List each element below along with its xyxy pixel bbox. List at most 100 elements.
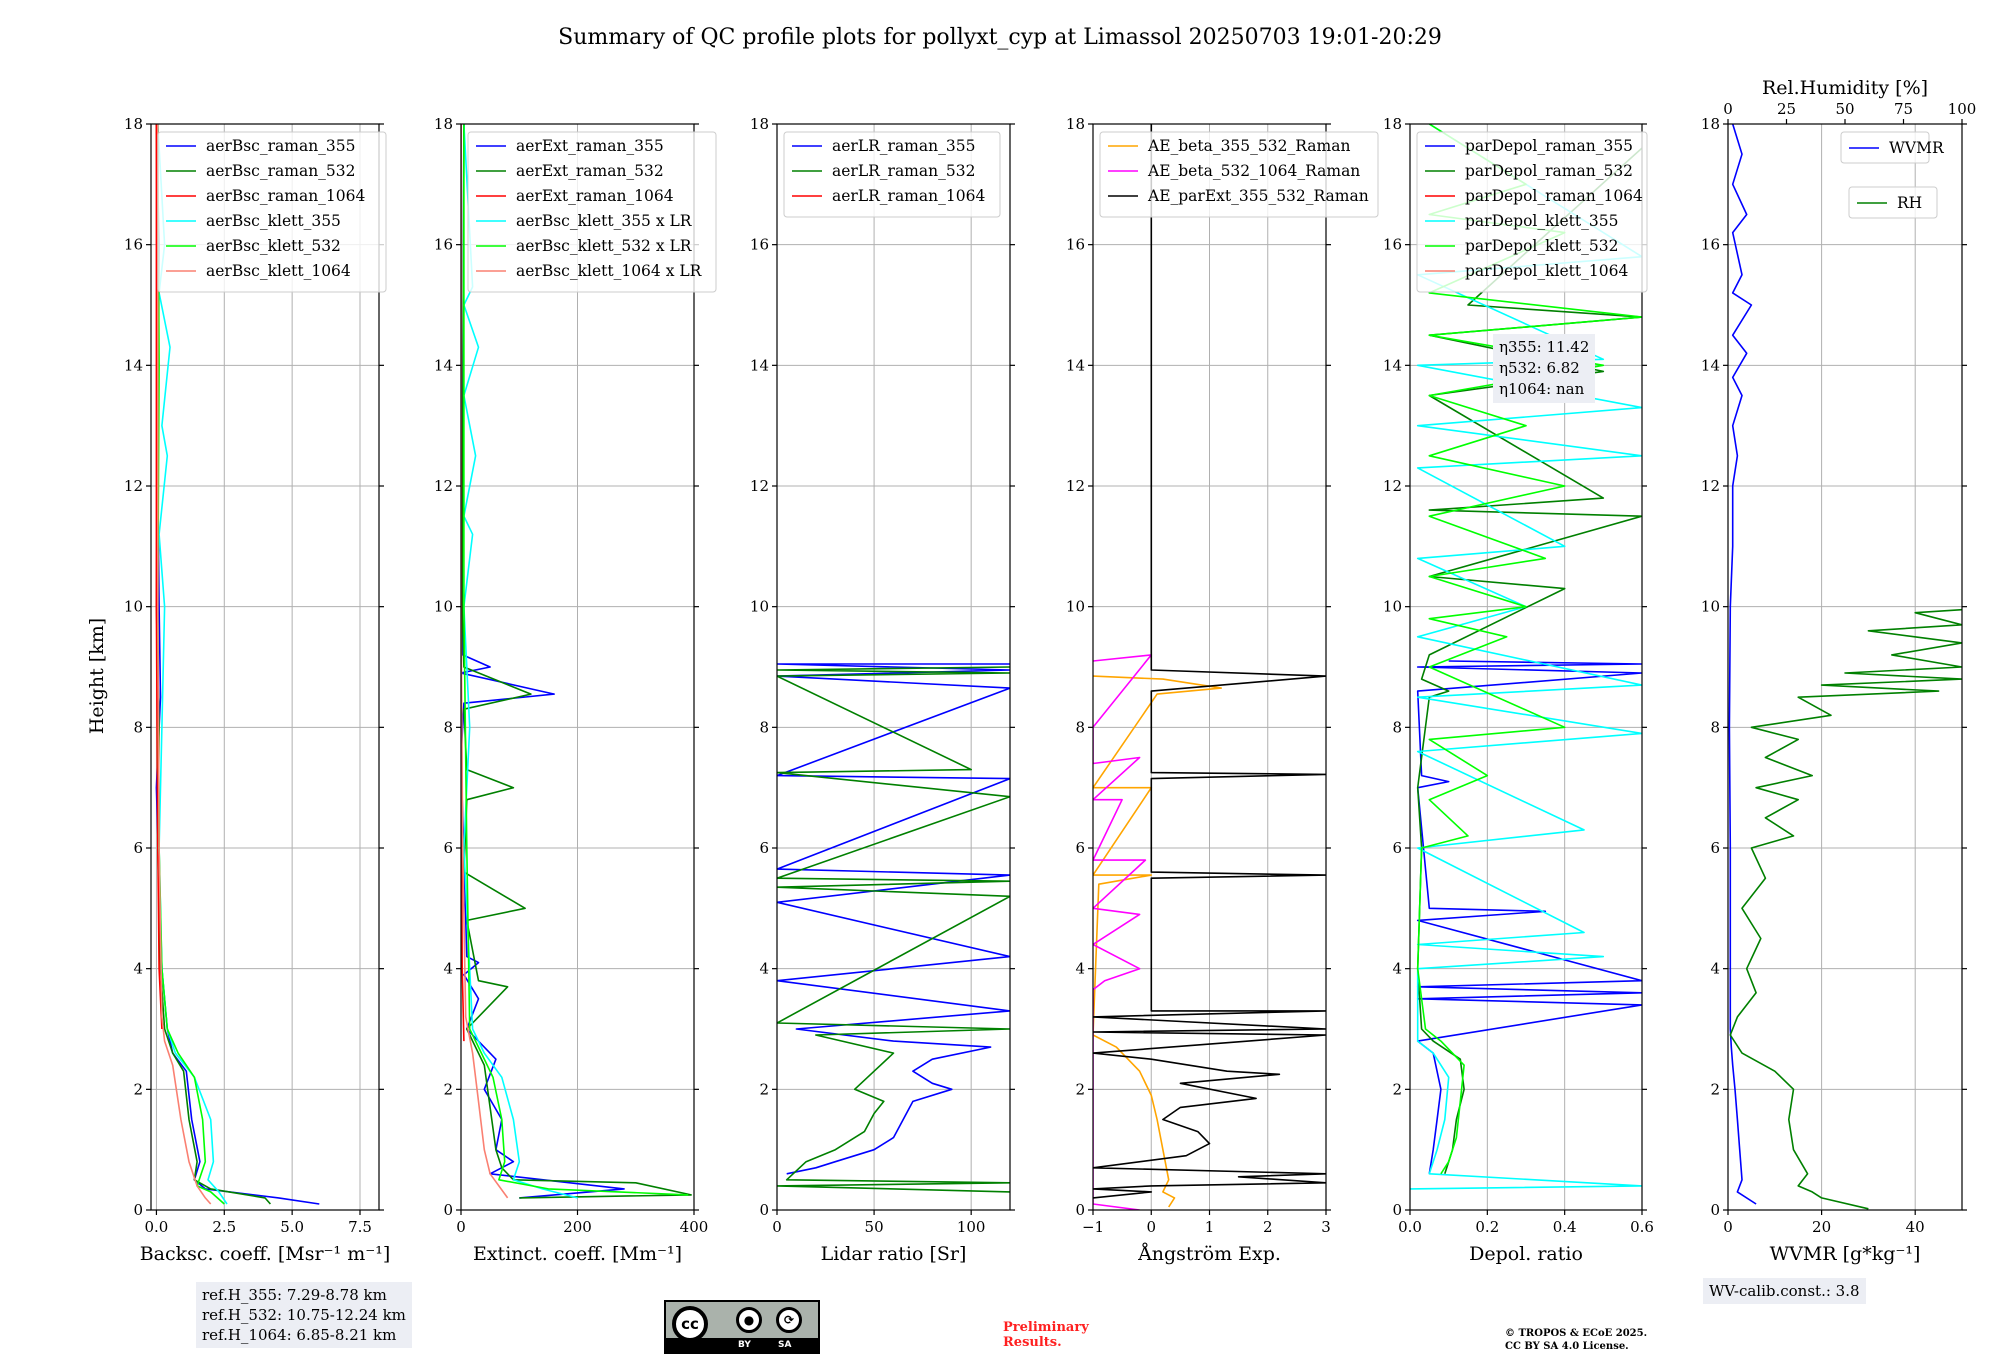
x-tick-label: 0 bbox=[772, 1218, 782, 1236]
sa-share-icon: ⟳ bbox=[776, 1307, 802, 1333]
y-tick-label: 10 bbox=[1383, 598, 1402, 616]
series-line-RH bbox=[1729, 608, 1962, 1210]
series-line-aerLR_raman_532 bbox=[777, 666, 1010, 1193]
y-tick-label: 0 bbox=[133, 1201, 143, 1219]
y-tick-label: 8 bbox=[133, 718, 143, 736]
y-tick-label: 18 bbox=[1701, 115, 1720, 133]
series-group bbox=[1093, 124, 1326, 1210]
series-line-aerBsc_klett_532 x LR bbox=[463, 124, 689, 1196]
y-tick-label: 14 bbox=[1701, 356, 1720, 374]
copyright-line-1: © TROPOS & ECoE 2025. bbox=[1505, 1328, 1648, 1339]
y-tick-label: 0 bbox=[1392, 1201, 1402, 1219]
x-tick-label: 100 bbox=[957, 1218, 986, 1236]
x-axis-label: Lidar ratio [Sr] bbox=[821, 1243, 967, 1265]
legend-label: parDepol_raman_532 bbox=[1465, 162, 1633, 180]
preliminary-line-1: Preliminary bbox=[1003, 1320, 1089, 1335]
y-tick-label: 2 bbox=[1710, 1080, 1720, 1098]
y-tick-label: 16 bbox=[124, 236, 143, 254]
y-tick-label: 8 bbox=[1710, 718, 1720, 736]
x-axis-label: Backsc. coeff. [Msr⁻¹ m⁻¹] bbox=[140, 1243, 391, 1265]
y-tick-label: 4 bbox=[759, 960, 769, 978]
panel-ext: 0 2 4 6 8 10 12 14 16 18 0 200 400 Extinct. coeff. [M… bbox=[434, 115, 717, 1265]
x-tick-label: −1 bbox=[1082, 1218, 1104, 1236]
series-line-AE_beta_355_532_Raman bbox=[1093, 675, 1222, 1208]
top-x-tick-label: 100 bbox=[1948, 100, 1977, 118]
series-line-parDepol_raman_532 bbox=[1416, 147, 1642, 1175]
y-tick-label: 6 bbox=[1392, 839, 1402, 857]
axes-frame bbox=[1409, 123, 1643, 1211]
x-tick-label: 0 bbox=[1146, 1218, 1156, 1236]
x-tick-label: 400 bbox=[680, 1218, 709, 1236]
legend-label: aerLR_raman_1064 bbox=[832, 187, 985, 205]
ref-heights-box: ref.H_355: 7.29-8.78 km ref.H_532: 10.75… bbox=[196, 1282, 412, 1348]
x-tick-label: 2 bbox=[1263, 1218, 1273, 1236]
y-tick-label: 2 bbox=[443, 1080, 453, 1098]
y-tick-label: 8 bbox=[443, 718, 453, 736]
preliminary-line-2: Results. bbox=[1003, 1335, 1062, 1350]
y-tick-label: 12 bbox=[750, 477, 769, 495]
y-tick-label: 14 bbox=[1066, 356, 1085, 374]
legend-label: aerExt_raman_1064 bbox=[516, 187, 674, 205]
top-x-tick-label: 0 bbox=[1723, 100, 1733, 118]
copyright-line-2: CC BY SA 4.0 License. bbox=[1505, 1341, 1629, 1352]
series-group bbox=[155, 124, 320, 1205]
legend-box-WVMR bbox=[1840, 131, 1930, 164]
y-tick-label: 18 bbox=[434, 115, 453, 133]
x-axis-label: Extinct. coeff. [Mm⁻¹] bbox=[473, 1243, 682, 1265]
panel-depol: 0 2 4 6 8 10 12 14 16 18 0.0 0.2 0.4 0.6 Depol. ratio p… bbox=[1383, 115, 1654, 1265]
x-axis-label: WVMR [g*kg⁻¹] bbox=[1770, 1243, 1921, 1265]
ref-height-532: ref.H_532: 10.75-12.24 km bbox=[202, 1306, 406, 1324]
legend-box bbox=[467, 131, 717, 293]
y-axis-label: Height [km] bbox=[86, 618, 108, 734]
y-tick-label: 10 bbox=[750, 598, 769, 616]
top-x-tick-label: 75 bbox=[1894, 100, 1913, 118]
legend-box-RH bbox=[1848, 186, 1938, 219]
eta-355: η355: 11.42 bbox=[1499, 338, 1590, 356]
legend-label: parDepol_klett_1064 bbox=[1465, 262, 1628, 280]
y-tick-label: 16 bbox=[1066, 236, 1085, 254]
legend-box bbox=[1416, 131, 1648, 293]
y-tick-label: 10 bbox=[124, 598, 143, 616]
legend-label: aerBsc_raman_355 bbox=[206, 137, 356, 155]
series-line-aerLR_raman_355 bbox=[777, 663, 1010, 1175]
y-tick-label: 14 bbox=[434, 356, 453, 374]
series-group bbox=[1728, 124, 1962, 1210]
y-tick-label: 4 bbox=[133, 960, 143, 978]
x-tick-label: 40 bbox=[1906, 1218, 1925, 1236]
preliminary-note: Preliminary Results. bbox=[1003, 1320, 1089, 1350]
y-tick-label: 8 bbox=[759, 718, 769, 736]
y-tick-label: 2 bbox=[759, 1080, 769, 1098]
y-tick-label: 4 bbox=[1710, 960, 1720, 978]
eta-532: η532: 6.82 bbox=[1499, 359, 1580, 377]
y-tick-label: 10 bbox=[434, 598, 453, 616]
legend-label: aerExt_raman_532 bbox=[516, 162, 664, 180]
y-tick-label: 2 bbox=[133, 1080, 143, 1098]
x-tick-label: 20 bbox=[1812, 1218, 1831, 1236]
y-tick-label: 10 bbox=[1701, 598, 1720, 616]
legend-label: parDepol_klett_532 bbox=[1465, 237, 1618, 255]
panel-bsc: 0 2 4 6 8 10 12 14 16 18 0.0 2.5 5.0 7.5 Backsc. coeff… bbox=[124, 115, 390, 1265]
figure-title: Summary of QC profile plots for pollyxt_… bbox=[558, 25, 1442, 50]
series-line-parDepol_raman_355 bbox=[1416, 660, 1642, 1174]
legend-label: aerExt_raman_355 bbox=[516, 137, 664, 155]
badge-bar bbox=[666, 1338, 818, 1352]
y-tick-label: 6 bbox=[1710, 839, 1720, 857]
series-line-WVMR bbox=[1728, 124, 1757, 1205]
legend-box bbox=[1099, 131, 1379, 218]
y-tick-label: 14 bbox=[124, 356, 143, 374]
y-tick-label: 8 bbox=[1075, 718, 1085, 736]
y-tick-label: 4 bbox=[1392, 960, 1402, 978]
legend-label: parDepol_klett_355 bbox=[1465, 212, 1618, 230]
x-tick-label: 7.5 bbox=[348, 1218, 372, 1236]
series-line-aerBsc_klett_355 x LR bbox=[463, 124, 578, 1199]
y-tick-label: 18 bbox=[1383, 115, 1402, 133]
legend-label: aerBsc_raman_532 bbox=[206, 162, 356, 180]
y-tick-label: 2 bbox=[1075, 1080, 1085, 1098]
legend-box bbox=[783, 131, 1001, 218]
y-tick-label: 2 bbox=[1392, 1080, 1402, 1098]
x-tick-label: 3 bbox=[1321, 1218, 1331, 1236]
x-tick-label: 0 bbox=[456, 1218, 466, 1236]
